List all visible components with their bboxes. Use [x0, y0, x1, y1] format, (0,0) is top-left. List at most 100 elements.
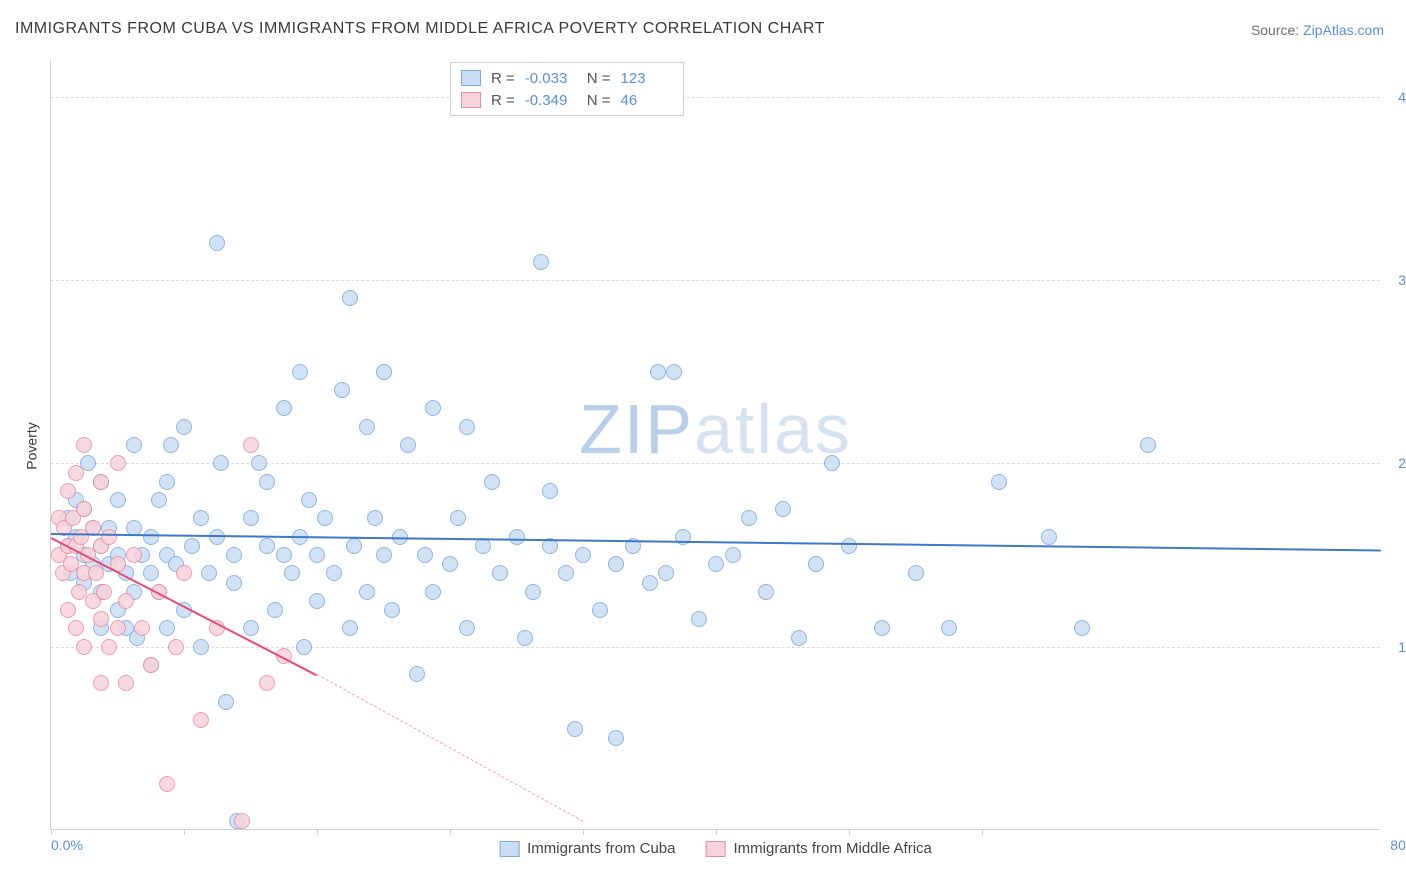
- data-point-cuba: [400, 437, 416, 453]
- data-point-cuba: [459, 419, 475, 435]
- data-point-middle_africa: [168, 639, 184, 655]
- data-point-cuba: [193, 510, 209, 526]
- data-point-cuba: [276, 400, 292, 416]
- x-tick: [982, 829, 983, 835]
- data-point-cuba: [525, 584, 541, 600]
- data-point-cuba: [666, 364, 682, 380]
- data-point-cuba: [841, 538, 857, 554]
- data-point-cuba: [384, 602, 400, 618]
- data-point-cuba: [492, 565, 508, 581]
- data-point-cuba: [159, 620, 175, 636]
- y-tick-label: 40.0%: [1388, 89, 1406, 105]
- legend-series-label: Immigrants from Middle Africa: [733, 840, 931, 857]
- trend-line: [317, 674, 583, 822]
- data-point-middle_africa: [60, 602, 76, 618]
- x-tick: [583, 829, 584, 835]
- data-point-middle_africa: [68, 465, 84, 481]
- legend-r-label: R =: [491, 92, 515, 109]
- data-point-cuba: [251, 455, 267, 471]
- data-point-middle_africa: [176, 565, 192, 581]
- data-point-middle_africa: [259, 675, 275, 691]
- data-point-cuba: [908, 565, 924, 581]
- data-point-cuba: [808, 556, 824, 572]
- data-point-middle_africa: [118, 593, 134, 609]
- data-point-cuba: [741, 510, 757, 526]
- data-point-middle_africa: [101, 639, 117, 655]
- data-point-cuba: [725, 547, 741, 563]
- data-point-cuba: [209, 235, 225, 251]
- data-point-cuba: [558, 565, 574, 581]
- data-point-middle_africa: [76, 639, 92, 655]
- x-tick: [716, 829, 717, 835]
- data-point-cuba: [359, 419, 375, 435]
- data-point-cuba: [1074, 620, 1090, 636]
- data-point-cuba: [126, 437, 142, 453]
- data-point-cuba: [517, 630, 533, 646]
- source-link[interactable]: ZipAtlas.com: [1303, 22, 1384, 38]
- data-point-cuba: [284, 565, 300, 581]
- data-point-cuba: [367, 510, 383, 526]
- data-point-cuba: [309, 547, 325, 563]
- series-legend: Immigrants from Cuba Immigrants from Midd…: [499, 840, 932, 857]
- data-point-middle_africa: [101, 529, 117, 545]
- legend-series-label: Immigrants from Cuba: [527, 840, 675, 857]
- data-point-cuba: [708, 556, 724, 572]
- data-point-cuba: [376, 364, 392, 380]
- data-point-cuba: [301, 492, 317, 508]
- data-point-cuba: [608, 730, 624, 746]
- data-point-cuba: [575, 547, 591, 563]
- gridline: [51, 97, 1380, 98]
- data-point-cuba: [642, 575, 658, 591]
- legend-row-middle_africa: R =-0.349N =46: [461, 89, 673, 111]
- data-point-cuba: [226, 575, 242, 591]
- data-point-cuba: [110, 492, 126, 508]
- data-point-middle_africa: [76, 437, 92, 453]
- legend-r-value: -0.033: [525, 70, 577, 87]
- data-point-cuba: [791, 630, 807, 646]
- legend-n-value: 46: [621, 92, 673, 109]
- data-point-cuba: [509, 529, 525, 545]
- legend-swatch: [499, 841, 519, 857]
- legend-n-value: 123: [621, 70, 673, 87]
- x-tick: [450, 829, 451, 835]
- chart-title: IMMIGRANTS FROM CUBA VS IMMIGRANTS FROM …: [15, 20, 825, 38]
- data-point-cuba: [243, 620, 259, 636]
- x-tick: [51, 829, 52, 835]
- x-tick: [184, 829, 185, 835]
- data-point-cuba: [259, 538, 275, 554]
- data-point-cuba: [874, 620, 890, 636]
- data-point-cuba: [459, 620, 475, 636]
- data-point-cuba: [592, 602, 608, 618]
- y-tick-label: 20.0%: [1388, 455, 1406, 471]
- data-point-middle_africa: [159, 776, 175, 792]
- data-point-cuba: [442, 556, 458, 572]
- data-point-cuba: [176, 419, 192, 435]
- data-point-cuba: [758, 584, 774, 600]
- legend-swatch: [461, 70, 481, 86]
- source-prefix: Source:: [1251, 22, 1303, 38]
- x-tick: [317, 829, 318, 835]
- data-point-cuba: [542, 483, 558, 499]
- data-point-middle_africa: [60, 483, 76, 499]
- data-point-cuba: [184, 538, 200, 554]
- x-tick: [849, 829, 850, 835]
- legend-row-cuba: R =-0.033N =123: [461, 67, 673, 89]
- gridline: [51, 280, 1380, 281]
- data-point-cuba: [317, 510, 333, 526]
- data-point-middle_africa: [93, 675, 109, 691]
- data-point-cuba: [143, 565, 159, 581]
- watermark: ZIPatlas: [579, 389, 852, 469]
- watermark-part1: ZIP: [579, 390, 694, 468]
- data-point-middle_africa: [243, 437, 259, 453]
- data-point-cuba: [163, 437, 179, 453]
- data-point-middle_africa: [118, 675, 134, 691]
- data-point-cuba: [259, 474, 275, 490]
- data-point-cuba: [608, 556, 624, 572]
- data-point-cuba: [226, 547, 242, 563]
- y-axis-label: Poverty: [24, 422, 40, 469]
- data-point-cuba: [650, 364, 666, 380]
- data-point-cuba: [533, 254, 549, 270]
- data-point-cuba: [376, 547, 392, 563]
- data-point-cuba: [151, 492, 167, 508]
- y-tick-label: 10.0%: [1388, 639, 1406, 655]
